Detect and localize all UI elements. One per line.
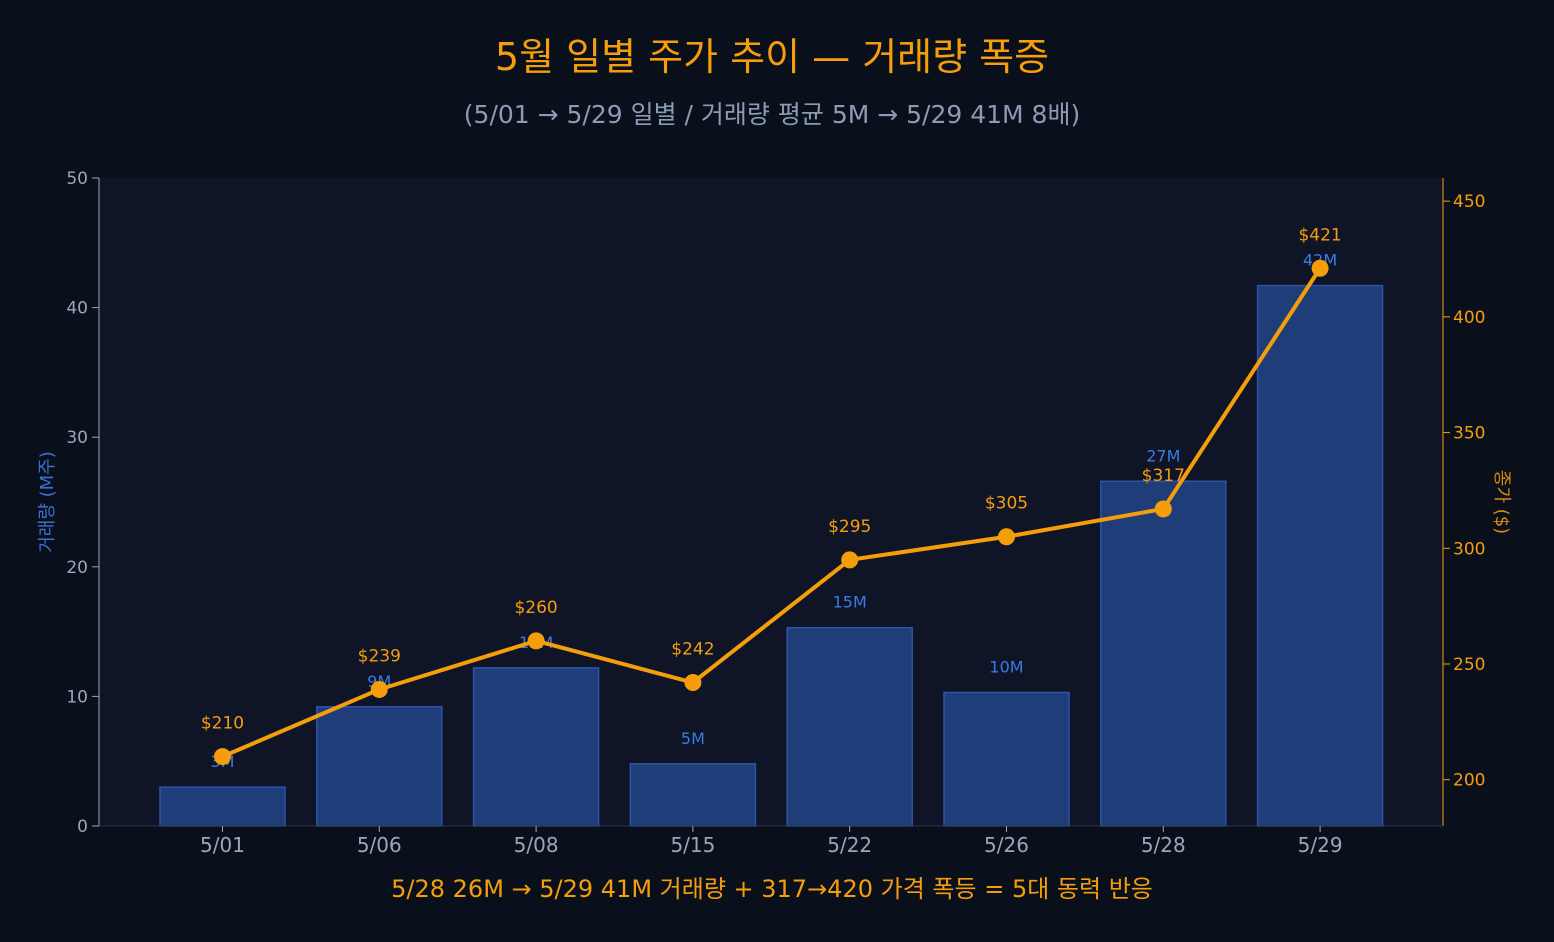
- price-label-5/26: $305: [985, 494, 1028, 514]
- volume-label-5/26: 10M: [989, 658, 1023, 677]
- price-point-5/22: [841, 551, 859, 569]
- price-label-5/22: $295: [828, 517, 871, 537]
- volume-bar-5/26: [943, 691, 1070, 827]
- chart-subtitle: (5/01 → 5/29 일별 / 거래량 평균 5M → 5/29 41M 8…: [464, 100, 1080, 129]
- chart-title: 5월 일별 주가 추이 — 거래량 폭증: [495, 35, 1049, 79]
- x-tick-label-5/28: 5/28: [1141, 833, 1186, 857]
- right-tick-label-300: 300: [1453, 539, 1485, 559]
- price-line: [220, 266, 1323, 759]
- left-axis-label: 거래량 (M주): [37, 451, 58, 553]
- price-point-5/06: [370, 680, 388, 698]
- x-tick-label-5/06: 5/06: [357, 833, 402, 857]
- right-tick-label-450: 450: [1453, 192, 1485, 212]
- right-tick-label-400: 400: [1453, 308, 1485, 328]
- left-tick-label-30: 30: [66, 428, 88, 448]
- volume-label-5/28: 27M: [1146, 446, 1180, 465]
- volume-label-5/15: 5M: [681, 729, 705, 748]
- right-tick-label-350: 350: [1453, 424, 1485, 444]
- x-tick-label-5/22: 5/22: [827, 833, 872, 857]
- plot-area: [99, 178, 1443, 826]
- price-point-5/26: [998, 528, 1015, 546]
- x-tick-label-5/01: 5/01: [200, 833, 245, 857]
- volume-bars: [159, 284, 1384, 827]
- volume-bar-5/08: [472, 667, 600, 827]
- left-tick-label-10: 10: [66, 687, 88, 707]
- x-tick-label-5/29: 5/29: [1298, 833, 1343, 857]
- left-tick-label-0: 0: [77, 817, 88, 837]
- price-point-5/29: [1311, 259, 1329, 277]
- volume-bar-5/06: [316, 706, 443, 827]
- price-label-5/29: $421: [1298, 225, 1341, 245]
- right-tick-label-200: 200: [1453, 771, 1485, 791]
- price-point-5/01: [214, 748, 231, 766]
- volume-bar-5/22: [786, 626, 913, 827]
- x-axis-ticks: 5/01 5/06 5/08 5/15 5/22 5/26 5/28 5/29: [200, 826, 1343, 857]
- price-labels: $210 $239 $260 $242 $295 $305 $317 $421: [201, 225, 1342, 733]
- price-label-5/06: $239: [358, 646, 401, 666]
- volume-bar-5/29: [1256, 284, 1384, 827]
- left-tick-label-20: 20: [66, 558, 88, 578]
- price-label-5/08: $260: [514, 598, 557, 618]
- price-label-5/28: $317: [1142, 466, 1185, 486]
- x-tick-label-5/26: 5/26: [984, 833, 1029, 857]
- price-point-5/08: [527, 632, 545, 650]
- left-tick-label-40: 40: [66, 299, 88, 319]
- right-axis-label: 종가 ($): [1491, 470, 1512, 534]
- left-tick-label-50: 50: [66, 169, 88, 189]
- price-line-layer: [214, 259, 1329, 766]
- price-label-5/15: $242: [671, 640, 714, 660]
- chart-annotation: 5/28 26M → 5/29 41M 거래량 + 317→420 가격 폭등 …: [391, 875, 1153, 903]
- volume-bar-5/28: [1100, 480, 1227, 827]
- right-axis-ticks: 200 250 300 350 400 450: [1443, 192, 1485, 791]
- right-tick-label-250: 250: [1453, 655, 1485, 675]
- volume-label-5/22: 15M: [833, 593, 867, 612]
- price-label-5/01: $210: [201, 714, 244, 734]
- volume-bar-5/01: [159, 786, 286, 827]
- x-tick-label-5/08: 5/08: [514, 833, 559, 857]
- price-point-5/15: [684, 674, 702, 692]
- x-tick-label-5/15: 5/15: [670, 833, 715, 857]
- left-axis-ticks: 0 10 20 30 40 50: [66, 169, 99, 837]
- price-point-5/28: [1154, 500, 1172, 518]
- volume-bar-5/15: [629, 763, 757, 827]
